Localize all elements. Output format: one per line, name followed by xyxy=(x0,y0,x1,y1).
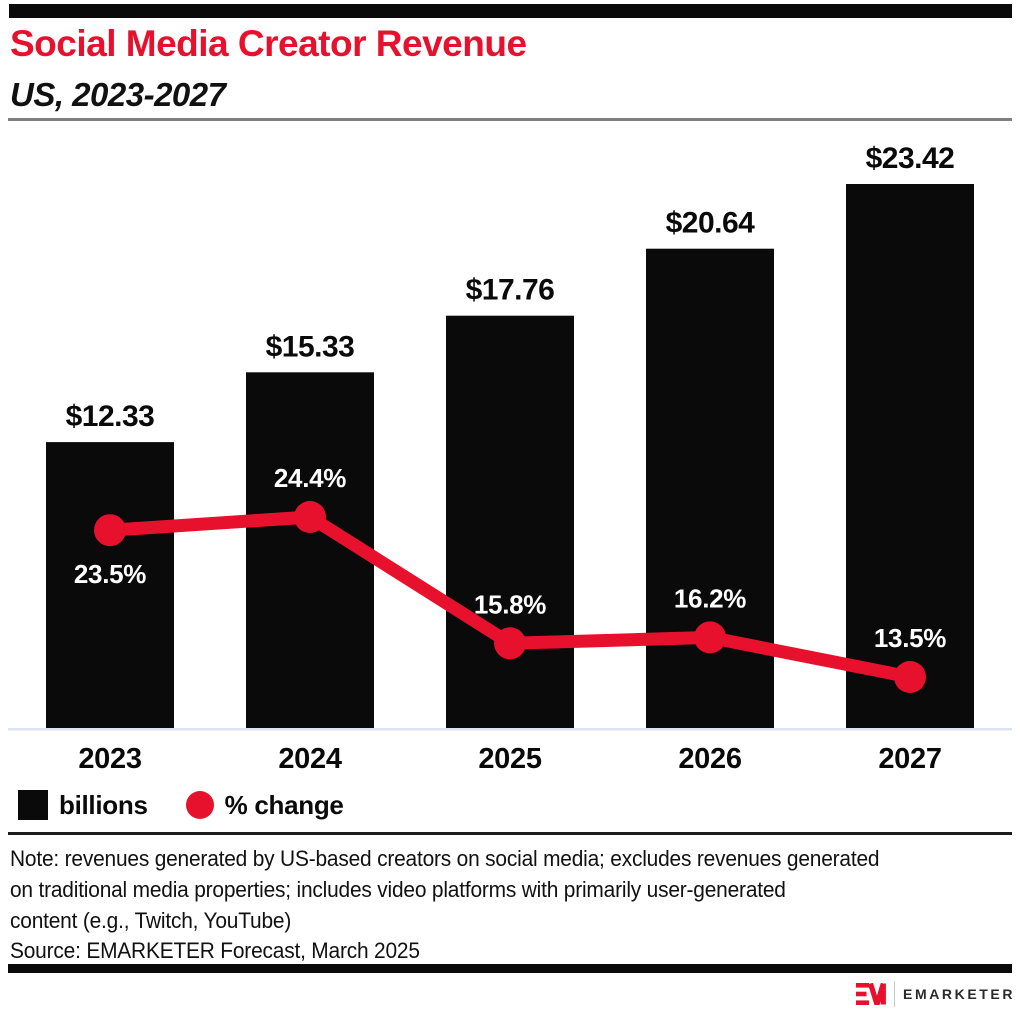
bar xyxy=(446,315,574,729)
pct-value-label: 16.2% xyxy=(674,583,746,613)
header-divider xyxy=(8,118,1012,121)
x-tick-label: 2024 xyxy=(278,743,341,775)
bar-value-label: $20.64 xyxy=(666,207,756,240)
page-subtitle: US, 2023-2027 xyxy=(10,76,226,113)
emarketer-wordmark: EMARKETER xyxy=(903,986,1016,1002)
source-text: Source: EMARKETER Forecast, March 2025 xyxy=(10,938,420,963)
bar-value-label: $17.76 xyxy=(466,274,555,307)
pct-value-label: 13.5% xyxy=(874,623,946,653)
bottom-accent-bar xyxy=(8,964,1012,973)
line-series-swatch xyxy=(185,791,214,819)
x-tick-label: 2025 xyxy=(478,743,541,775)
pct-value-label: 23.5% xyxy=(74,559,146,589)
chart-legend: billions % change xyxy=(18,789,344,821)
bar-value-label: $15.33 xyxy=(266,330,355,363)
bar-series-swatch xyxy=(18,790,48,820)
bar xyxy=(846,184,974,729)
footer-brand: EMARKETER xyxy=(856,980,1015,1008)
logo-divider xyxy=(894,981,895,1007)
note-text: Note: revenues generated by US-based cre… xyxy=(10,846,880,933)
pct-value-label: 24.4% xyxy=(274,463,346,493)
note-divider xyxy=(8,832,1012,835)
data-point xyxy=(494,627,526,660)
bar-value-label: $23.42 xyxy=(866,142,955,175)
data-point xyxy=(294,501,326,533)
x-tick-label: 2027 xyxy=(878,743,941,775)
page-title: Social Media Creator Revenue xyxy=(10,23,527,64)
data-point xyxy=(694,621,726,654)
bar-series-label: billions xyxy=(59,789,148,820)
pct-value-label: 15.8% xyxy=(474,589,546,619)
data-point xyxy=(894,661,926,693)
x-tick-label: 2023 xyxy=(78,743,141,775)
data-point xyxy=(94,514,126,547)
bar xyxy=(646,248,774,729)
line-series-label: % change xyxy=(224,789,344,820)
x-tick-label: 2026 xyxy=(678,743,741,775)
combo-chart: $12.33 $15.33 $17.76 $20.64 $23.42 2023 2024 20… xyxy=(8,142,1012,775)
x-axis-line xyxy=(8,728,1012,731)
bar-value-label: $12.33 xyxy=(66,400,155,433)
top-accent-bar xyxy=(9,4,1012,18)
bar xyxy=(46,442,174,729)
emarketer-logo-icon xyxy=(856,983,886,1005)
